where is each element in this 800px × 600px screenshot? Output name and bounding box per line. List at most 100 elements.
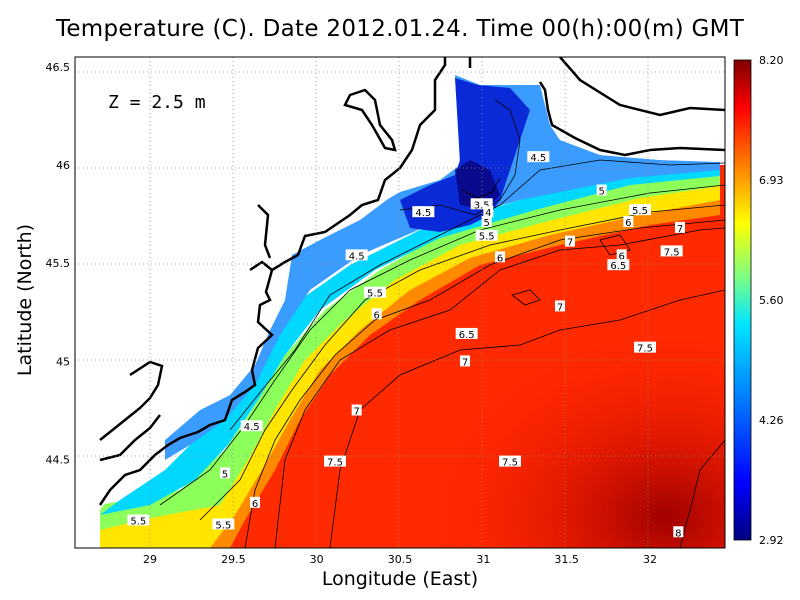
grid-lines	[75, 57, 725, 548]
svg-text:7: 7	[557, 302, 563, 313]
svg-text:4: 4	[485, 208, 491, 219]
contour-label: 7	[351, 404, 362, 418]
svg-text:4.5: 4.5	[530, 153, 546, 164]
svg-text:6: 6	[625, 218, 631, 229]
svg-text:7: 7	[353, 407, 359, 418]
x-tick-label: 31	[476, 553, 490, 566]
contour-7	[329, 289, 725, 548]
contour-label: 7	[555, 300, 565, 313]
contour-label: 6	[616, 249, 627, 262]
contour-label: 6	[495, 251, 505, 264]
svg-text:7.5: 7.5	[327, 458, 343, 469]
plot-frame	[74, 56, 726, 549]
green-band	[100, 172, 720, 530]
x-axis-ticks: 29 29.5 30 30.5 31 31.5 32	[143, 553, 657, 566]
contour-5.5	[199, 204, 725, 521]
depth-label: Z = 2.5 m	[108, 92, 206, 113]
x-tick-label: 30	[310, 553, 324, 566]
contour-lines	[159, 99, 725, 548]
svg-text:7: 7	[462, 357, 468, 368]
x-tick-label: 32	[643, 553, 657, 566]
colorbar-tick-label: 4.26	[759, 414, 784, 427]
land-area	[75, 57, 725, 548]
contour-3.5	[461, 177, 501, 199]
contour-label: 4.5	[412, 206, 435, 219]
svg-text:6: 6	[497, 253, 503, 264]
y-tick-label: 45	[56, 355, 70, 368]
svg-text:4.5: 4.5	[349, 251, 365, 262]
contour-label: 5.5	[629, 204, 651, 217]
contour-label: 5	[596, 184, 607, 198]
coastline-lagoon	[249, 88, 397, 272]
svg-text:7.5: 7.5	[664, 247, 680, 258]
colorbar-tick-label: 8.20	[759, 54, 784, 67]
contour-label: 6.5	[455, 327, 478, 341]
contour-8	[679, 439, 725, 548]
svg-text:6: 6	[252, 499, 258, 510]
contour-closed-2	[599, 234, 631, 256]
contour-label: 4	[483, 206, 494, 219]
contour-label: 6	[623, 215, 634, 229]
contour-label: 6	[371, 308, 382, 321]
colorbar-tick-label: 5.60	[759, 294, 784, 307]
colorbar	[733, 59, 752, 541]
contour-label: 8	[673, 526, 684, 539]
chart-title: Temperature (C). Date 2012.01.24. Time 0…	[55, 16, 745, 42]
svg-text:5.5: 5.5	[215, 520, 231, 531]
contour-label: 5	[220, 467, 230, 480]
coldest-core	[455, 160, 500, 210]
y-tick-label: 45.5	[46, 257, 71, 270]
y-tick-label: 46.5	[46, 61, 71, 74]
svg-text:6: 6	[618, 251, 624, 262]
contour-label: 6.5	[607, 259, 630, 272]
svg-text:5: 5	[598, 187, 604, 198]
svg-text:8: 8	[675, 528, 681, 539]
contour-label: 4.5	[240, 420, 263, 433]
x-tick-label: 29.5	[221, 553, 246, 566]
colorbar-ticks: 8.20 6.93 5.60 4.26 2.92	[759, 54, 784, 547]
x-tick-label: 29	[143, 553, 157, 566]
y-tick-label: 46	[56, 159, 70, 172]
contour-label: 7.5	[634, 341, 656, 355]
contour-label: 4.5	[527, 151, 550, 164]
contour-label: 5.5	[364, 286, 386, 300]
svg-text:7: 7	[567, 238, 573, 249]
y-tick-label: 44.5	[46, 454, 71, 467]
cyan-band	[100, 163, 720, 515]
svg-text:5.5: 5.5	[632, 206, 648, 217]
contour-label: 7	[565, 235, 575, 249]
contour-labels: 4.555.5673.544.555.5766.57.564.55.5676.5…	[127, 151, 685, 539]
svg-text:6.5: 6.5	[459, 330, 475, 341]
svg-text:4.5: 4.5	[415, 208, 431, 219]
contour-closed-1	[511, 289, 541, 306]
contour-label: 7	[675, 221, 685, 235]
contour-label: 3.5	[470, 198, 493, 211]
contour-4	[399, 99, 521, 216]
svg-text:4.5: 4.5	[244, 422, 260, 433]
svg-text:7.5: 7.5	[502, 458, 518, 469]
contour-label: 5	[481, 215, 492, 229]
warm-core-region	[330, 240, 725, 548]
contour-6	[244, 219, 725, 548]
svg-text:7.5: 7.5	[637, 344, 653, 355]
svg-text:5.5: 5.5	[367, 289, 383, 300]
coastline-north	[468, 57, 725, 157]
x-axis-label: Longitude (East)	[321, 568, 479, 590]
contour-label: 5.5	[475, 229, 498, 243]
x-tick-label: 31.5	[554, 553, 579, 566]
svg-text:3.5: 3.5	[474, 200, 490, 211]
svg-text:6: 6	[373, 310, 379, 321]
yellow-band	[100, 182, 720, 548]
contour-label: 7.5	[660, 245, 683, 258]
svg-text:5: 5	[222, 469, 228, 480]
contour-5	[159, 184, 725, 506]
temperature-field	[100, 75, 725, 548]
contour-label: 7.5	[499, 455, 521, 469]
contour-6.5	[274, 227, 725, 548]
colorbar-tick-label: 6.93	[759, 174, 784, 187]
svg-text:7: 7	[677, 224, 683, 235]
blue-shelf-region	[165, 75, 720, 460]
contour-label: 7.5	[324, 455, 346, 469]
contour-label: 4.5	[345, 249, 368, 262]
